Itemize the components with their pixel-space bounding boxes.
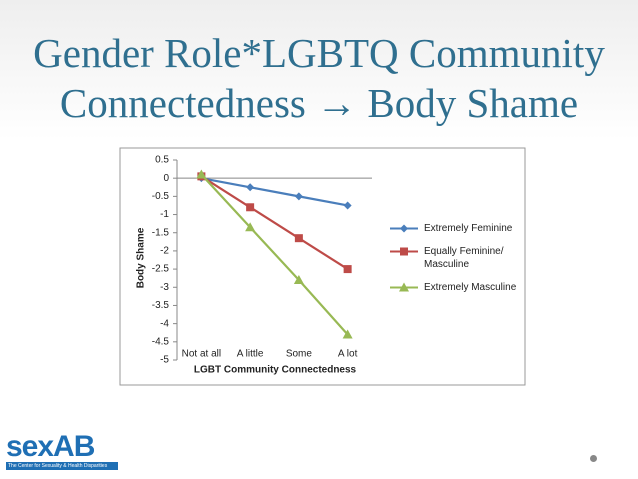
legend-label: Equally Feminine/ Masculine: [424, 246, 504, 270]
series-line: [200, 173, 349, 336]
legend-swatch: [390, 224, 418, 233]
legend-label: Extremely Feminine: [424, 223, 513, 234]
y-tick-label: -4.5: [152, 336, 170, 347]
marker: [343, 201, 352, 210]
slide-dot: [590, 455, 597, 462]
y-tick-label: -2.5: [152, 264, 170, 275]
chart-frame: [119, 147, 526, 386]
series-line: [200, 175, 349, 271]
y-tick-label: -4: [160, 318, 169, 329]
y-tick-label: -3.5: [152, 300, 170, 311]
y-tick-label: -5: [160, 355, 169, 366]
marker: [246, 183, 255, 192]
y-tick-label: -3: [160, 282, 169, 293]
x-tick-label: Not at all: [182, 349, 221, 360]
marker: [342, 329, 353, 339]
marker: [399, 282, 409, 292]
y-axis-title: Body Shame: [136, 227, 147, 288]
marker: [294, 234, 303, 243]
y-tick-label: 0: [163, 173, 169, 184]
x-tick-label: Some: [286, 349, 313, 360]
legend-entry: Equally Feminine/ Masculine: [388, 245, 523, 271]
y-tick-label: -1.5: [152, 227, 170, 238]
legend-swatch: [390, 282, 418, 292]
marker: [196, 169, 207, 179]
y-tick-label: 0.5: [155, 155, 169, 166]
marker: [343, 265, 352, 274]
x-axis-title: LGBT Community Connectedness: [194, 365, 357, 376]
y-tick-label: -2: [160, 246, 169, 257]
marker: [246, 203, 255, 212]
logo-name: sexAB: [6, 430, 95, 463]
legend: Extremely Feminine Equally Feminine/ Masc…: [388, 222, 523, 304]
y-tick-label: -0.5: [152, 191, 170, 202]
marker: [400, 224, 408, 233]
x-tick-label: A little: [237, 349, 264, 360]
marker: [400, 247, 408, 256]
slide-title: Gender Role*LGBTQ Community Connectednes…: [33, 30, 605, 126]
legend-entry: Extremely Feminine: [388, 222, 523, 235]
legend-swatch: [390, 247, 418, 256]
series-line: [201, 177, 348, 207]
legend-entry: Extremely Masculine: [388, 281, 523, 294]
y-tick-label: -1: [160, 209, 169, 220]
logo-tagline: The Center for Sexuality & Health Dispar…: [6, 462, 118, 470]
logo: sexAB The Center for Sexuality & Health …: [6, 432, 118, 470]
x-tick-label: A lot: [338, 349, 358, 360]
marker: [293, 275, 304, 284]
legend-label: Extremely Masculine: [424, 282, 517, 293]
marker: [245, 222, 256, 232]
marker: [294, 192, 303, 201]
